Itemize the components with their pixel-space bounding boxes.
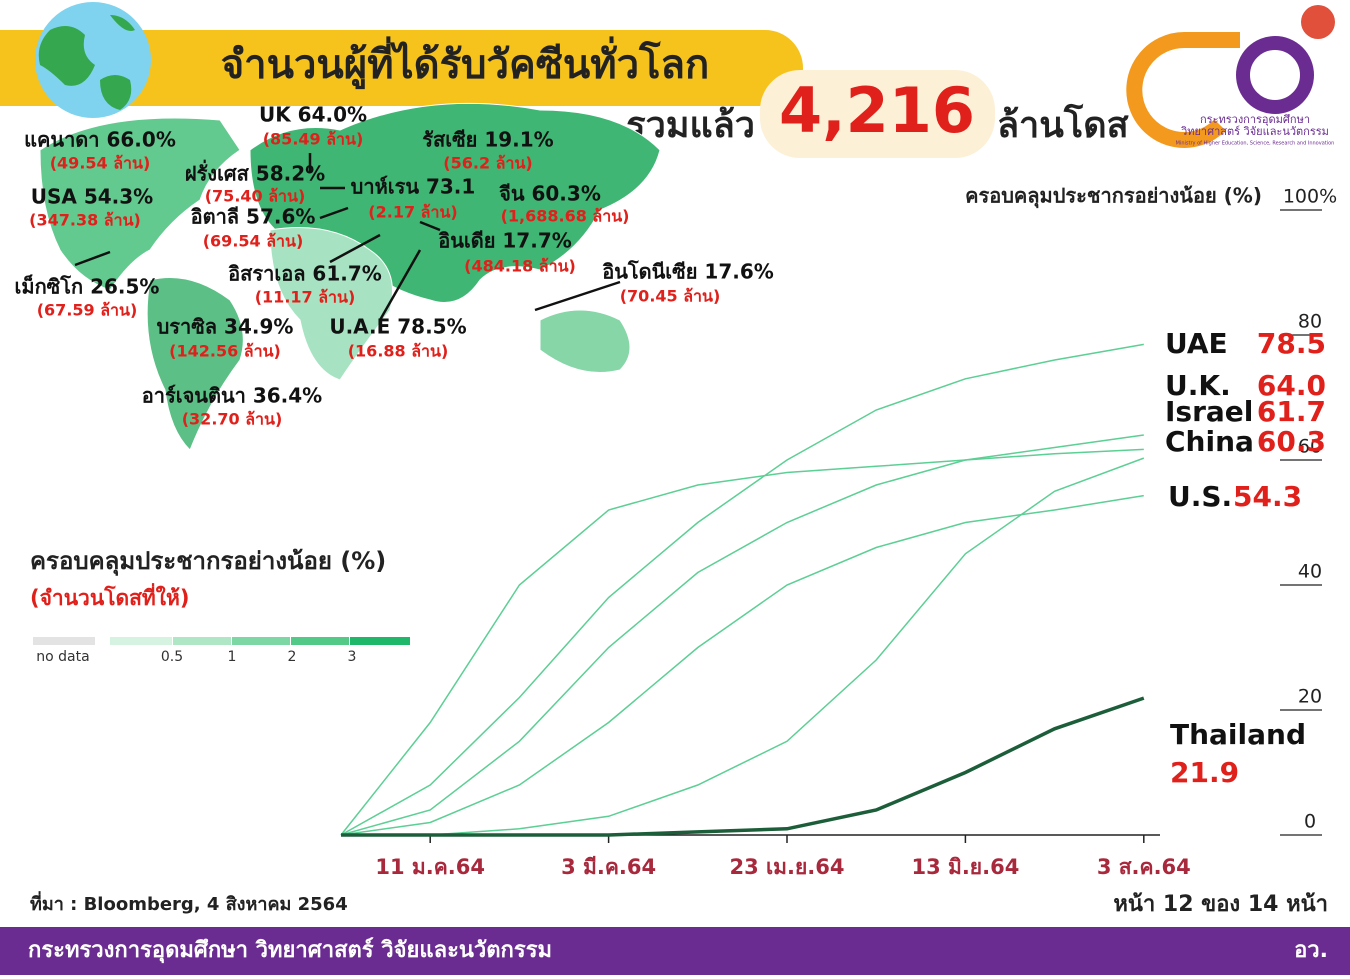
series-value: 21.9 <box>1170 756 1239 789</box>
country-label: UK 64.0% <box>259 103 367 127</box>
legend-swatch <box>232 637 290 645</box>
y-tick-label: 60 <box>1298 436 1322 458</box>
legend-label: 2 <box>288 649 297 665</box>
legend-swatch <box>110 637 172 645</box>
country-label: อิสราเอล 61.7% <box>228 262 382 286</box>
x-tick-label: 11 ม.ค.64 <box>375 855 485 879</box>
country-doses: (49.54 ล้าน) <box>50 154 151 173</box>
logo-badge <box>1301 5 1335 39</box>
x-tick-label: 3 มี.ค.64 <box>561 855 656 879</box>
series-name: Thailand <box>1170 718 1306 751</box>
country-doses: (56.2 ล้าน) <box>443 154 532 173</box>
series-name: UAE <box>1165 327 1228 360</box>
country-doses: (2.17 ล้าน) <box>368 203 457 222</box>
country-label: จีน 60.3% <box>499 182 601 206</box>
legend-title: ครอบคลุมประชากรอย่างน้อย (%) <box>30 547 386 577</box>
x-tick-label: 13 มิ.ย.64 <box>911 855 1019 879</box>
country-doses: (484.18 ล้าน) <box>464 257 576 276</box>
x-tick-label: 23 เม.ย.64 <box>729 855 844 879</box>
legend-label: no data <box>36 649 89 665</box>
country-label: แคนาดา 66.0% <box>24 128 176 152</box>
country-doses: (75.40 ล้าน) <box>205 187 306 206</box>
legend-swatch <box>291 637 349 645</box>
legend-label: 3 <box>348 649 357 665</box>
legend-label: 1 <box>228 649 237 665</box>
y-tick-label: 100% <box>1283 186 1337 208</box>
total-value: 4,216 <box>779 74 975 147</box>
series-line <box>340 494 1144 836</box>
legend-swatch <box>350 637 410 645</box>
total-unit: ล้านโดส <box>997 103 1129 146</box>
y-tick-label: 20 <box>1298 686 1322 708</box>
y-tick-label: 0 <box>1304 811 1316 833</box>
chart-title: ครอบคลุมประชากรอย่างน้อย (%) <box>965 184 1262 209</box>
series-value: 54.3 <box>1233 480 1302 513</box>
footer-ministry: กระทรวงการอุดมศึกษา วิทยาศาสตร์ วิจัยและ… <box>28 937 552 964</box>
title: จำนวนผู้ที่ได้รับวัคซีนทั่วโลก <box>221 36 710 89</box>
series-value: 78.5 <box>1257 327 1326 360</box>
country-label: อิตาลี 57.6% <box>191 205 316 229</box>
series-value: 64.0 <box>1257 369 1326 402</box>
country-doses: (85.49 ล้าน) <box>263 130 364 149</box>
title-band <box>0 30 803 106</box>
logo-text: วิทยาศาสตร์ วิจัยและนวัตกรรม <box>1180 125 1329 138</box>
country-doses: (32.70 ล้าน) <box>182 410 283 429</box>
legend-swatch <box>33 637 95 645</box>
country-label: U.A.E 78.5% <box>329 315 466 339</box>
series-line <box>341 457 1145 836</box>
country-doses: (69.54 ล้าน) <box>203 232 304 251</box>
country-doses: (142.56 ล้าน) <box>169 342 281 361</box>
country-label: อินโดนีเซีย 17.6% <box>602 260 774 284</box>
x-tick-label: 3 ส.ค.64 <box>1097 855 1191 879</box>
country-doses: (16.88 ล้าน) <box>348 342 449 361</box>
country-doses: (1,688.68 ล้าน) <box>501 207 630 226</box>
legend-swatch <box>173 637 231 645</box>
page-number: หน้า 12 ของ 14 หน้า <box>1113 892 1328 917</box>
series-name: Israel <box>1165 395 1253 428</box>
country-label: บราซิล 34.9% <box>157 315 294 339</box>
country-label: ฝรั่งเศส 58.2% <box>185 159 325 186</box>
logo-mark <box>1236 36 1314 114</box>
world-map <box>39 102 661 451</box>
logo-mark <box>1126 31 1240 148</box>
series-line <box>340 434 1144 836</box>
y-tick-label: 40 <box>1298 561 1322 583</box>
globe-land <box>38 15 135 110</box>
country-doses: (67.59 ล้าน) <box>37 301 138 320</box>
series-line <box>340 448 1144 836</box>
series-value: 61.7 <box>1257 395 1326 428</box>
footer-bar <box>0 927 1350 975</box>
series-name: China <box>1165 425 1254 458</box>
series-line <box>340 343 1144 836</box>
country-label: บาห์เรน 73.1 <box>351 175 476 199</box>
arrows <box>74 153 621 321</box>
series-name: U.S. <box>1168 480 1232 513</box>
legend-label: 0.5 <box>161 649 183 665</box>
country-doses: (347.38 ล้าน) <box>29 211 141 230</box>
y-tick-label: 80 <box>1298 311 1322 333</box>
logo-text: Ministry of Higher Education, Science, R… <box>1176 141 1335 147</box>
country-doses: (70.45 ล้าน) <box>620 287 721 306</box>
legend-subtitle: (จำนวนโดสที่ให้) <box>30 582 189 610</box>
country-doses: (11.17 ล้าน) <box>255 288 356 307</box>
series-name: U.K. <box>1165 369 1231 402</box>
country-label: อาร์เจนตินา 36.4% <box>142 384 322 408</box>
footer-short: อว. <box>1294 938 1328 963</box>
total-pill <box>760 70 995 158</box>
source: ที่มา : Bloomberg, 4 สิงหาคม 2564 <box>30 891 348 915</box>
series-line <box>341 696 1145 837</box>
country-label: อินเดีย 17.7% <box>438 229 572 253</box>
country-label: รัสเซีย 19.1% <box>422 128 553 152</box>
country-label: USA 54.3% <box>31 185 153 209</box>
series-value: 60.3 <box>1257 425 1326 458</box>
logo-text: กระทรวงการอุดมศึกษา <box>1200 113 1310 126</box>
country-label: เม็กซิโก 26.5% <box>15 274 160 299</box>
